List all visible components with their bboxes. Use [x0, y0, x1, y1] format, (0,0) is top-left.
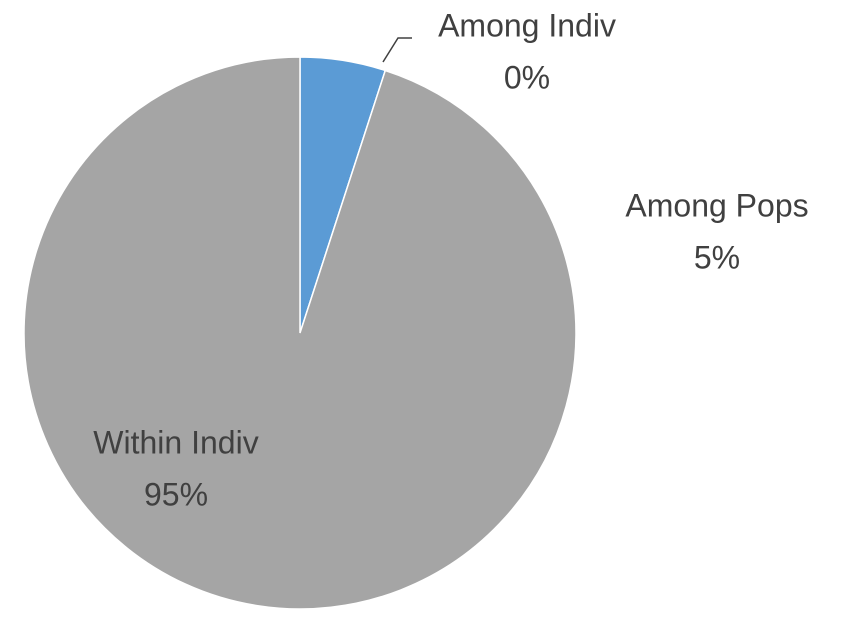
pie-slice	[23, 56, 577, 610]
slice-value-label: 5%	[694, 239, 740, 275]
slice-value-label: 0%	[504, 59, 550, 95]
slice-label: Among Indiv	[438, 7, 616, 43]
slice-label: Among Pops	[625, 187, 808, 223]
leader-line	[382, 37, 412, 63]
slice-label: Within Indiv	[93, 424, 258, 460]
slice-value-label: 95%	[144, 476, 208, 512]
